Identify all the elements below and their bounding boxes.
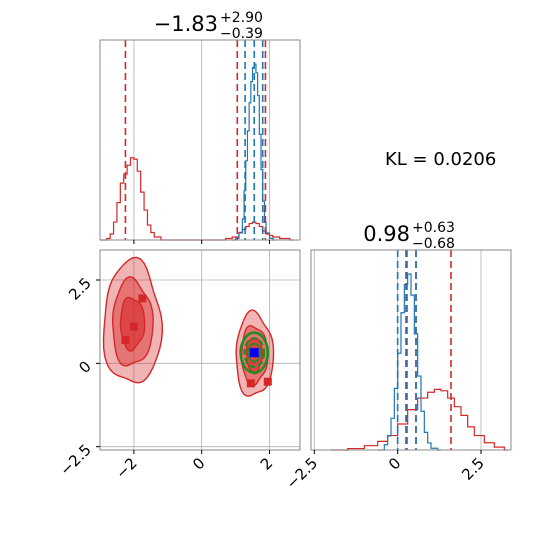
joint-y-tick-label: −2.5 bbox=[56, 441, 94, 479]
marginal-param2-x-tick-label: 2.5 bbox=[458, 454, 488, 484]
joint-reference-contour bbox=[243, 337, 266, 369]
marginal-param2-posterior-histogram bbox=[331, 388, 508, 451]
marginal-param1-title-upper-error: +2.90 bbox=[220, 10, 263, 26]
joint-sample-marker bbox=[263, 377, 272, 386]
marginal-param1-title-lower-error: −0.39 bbox=[220, 26, 263, 42]
joint-sample-marker bbox=[246, 379, 255, 388]
marginal-param2-reference-histogram bbox=[377, 273, 441, 451]
marginal-param2-title-value: 0.98 bbox=[363, 222, 410, 246]
joint-reference-contour bbox=[247, 342, 262, 363]
kl-divergence-label: KL = 0.0206 bbox=[385, 149, 496, 170]
joint-sample-marker bbox=[138, 294, 147, 303]
text-layer: −1.83 +2.90 −0.39 0.98 +0.63 −0.68 KL = … bbox=[56, 10, 496, 493]
joint-frame bbox=[99, 249, 301, 451]
joint-x-tick-label: −2 bbox=[112, 454, 140, 482]
joint-x-tick-label: 0 bbox=[189, 454, 208, 473]
data-layer bbox=[100, 40, 508, 451]
marginal-param2-frame bbox=[310, 249, 512, 451]
joint-sample-marker bbox=[129, 322, 138, 331]
joint-y-tick-label: 0 bbox=[75, 357, 94, 376]
marginal-param1-title-value: −1.83 bbox=[154, 12, 218, 36]
joint-sample-marker bbox=[121, 336, 130, 344]
joint-reference-contour bbox=[239, 331, 270, 374]
frame-layer bbox=[96, 39, 512, 454]
joint-y-tick-label: 2.5 bbox=[65, 274, 95, 304]
marginal-param2-title-lower-error: −0.68 bbox=[412, 236, 455, 252]
marginal-param1-frame bbox=[99, 39, 301, 241]
joint-x-tick-label: 2 bbox=[257, 454, 276, 473]
marginal-param1-posterior-histogram bbox=[100, 157, 294, 241]
marginal-param2-x-tick-label: −2.5 bbox=[283, 454, 321, 492]
marginal-param2-x-tick-label: 0 bbox=[385, 454, 404, 473]
marginal-param2-title-upper-error: +0.63 bbox=[412, 220, 455, 236]
joint-truth-marker bbox=[249, 348, 259, 358]
